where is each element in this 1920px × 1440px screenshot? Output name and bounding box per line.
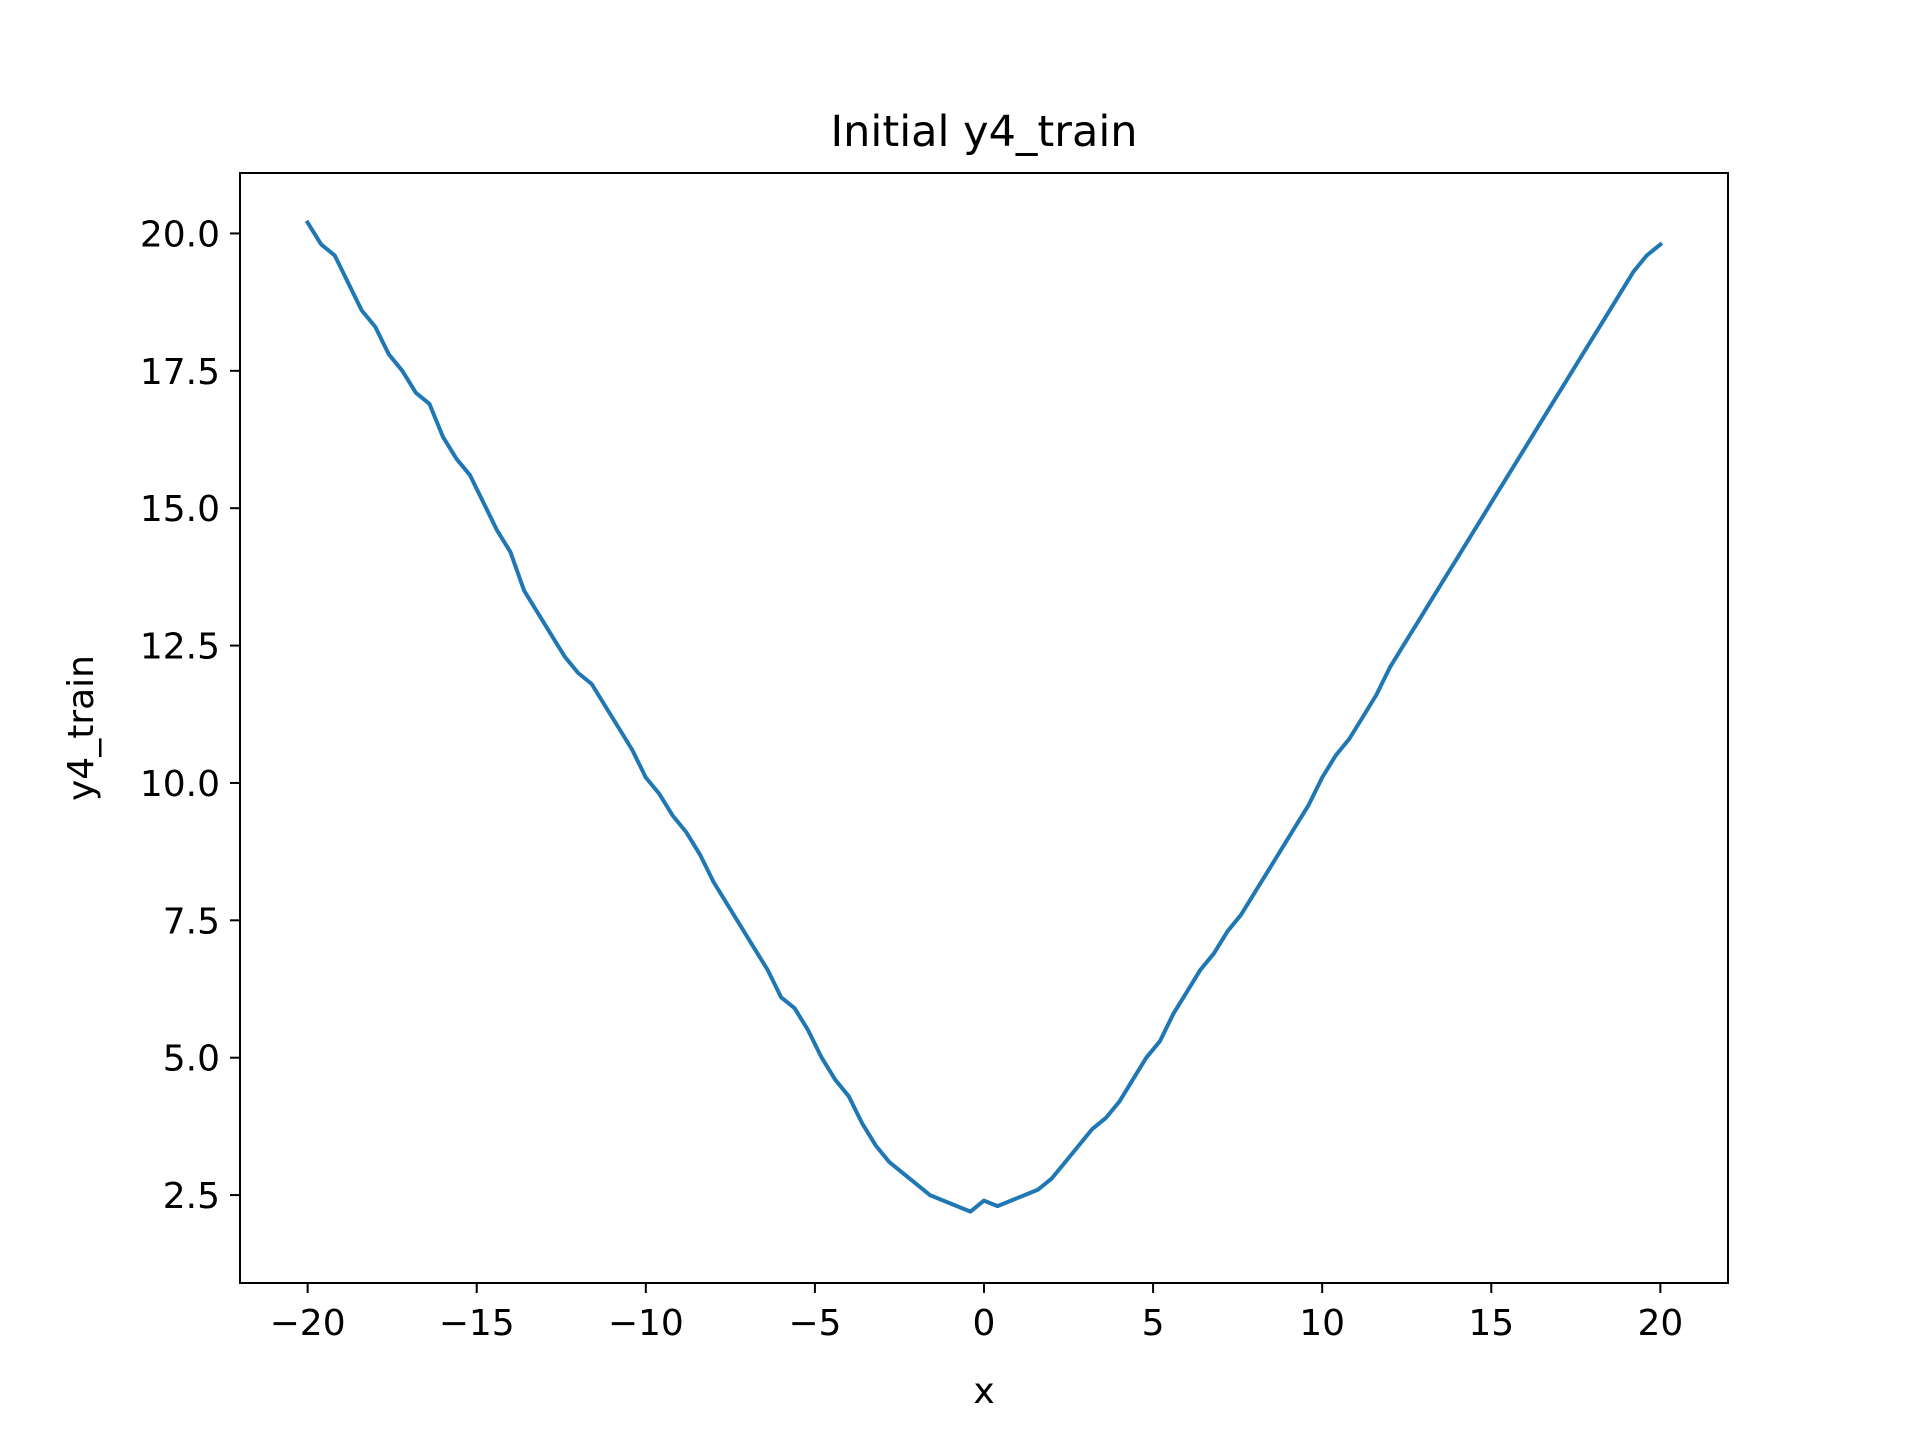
x-tick-label: 10	[1299, 1303, 1345, 1344]
x-tick-label: −20	[270, 1303, 346, 1344]
y-tick-label: 7.5	[163, 901, 220, 942]
y-tick-label: 2.5	[163, 1176, 220, 1217]
series-line	[304, 219, 1664, 1214]
plot-area	[240, 173, 1728, 1283]
x-tick-label: −5	[788, 1303, 841, 1344]
y-axis-label: y4_train	[61, 655, 102, 801]
x-tick-label: −15	[439, 1303, 515, 1344]
y-axis-ticks: 2.5 5.0 7.5 10.0 12.5 15.0 17.5 20.0	[140, 214, 240, 1217]
series-layer	[304, 219, 1664, 1214]
y-tick-label: 15.0	[140, 489, 220, 530]
x-tick-label: 15	[1468, 1303, 1514, 1344]
x-tick-label: 0	[973, 1303, 996, 1344]
x-tick-label: 5	[1142, 1303, 1165, 1344]
y-tick-label: 17.5	[140, 352, 220, 393]
y-tick-label: 5.0	[163, 1039, 220, 1080]
x-tick-label: −10	[608, 1303, 684, 1344]
x-tick-label: 20	[1637, 1303, 1683, 1344]
chart-title: Initial y4_train	[830, 107, 1137, 157]
y-tick-label: 20.0	[140, 214, 220, 255]
x-axis-label: x	[973, 1371, 994, 1412]
x-axis-ticks: −20 −15 −10 −5 0 5 10 15 20	[270, 1283, 1683, 1344]
y-tick-label: 10.0	[140, 764, 220, 805]
y-tick-label: 12.5	[140, 627, 220, 668]
